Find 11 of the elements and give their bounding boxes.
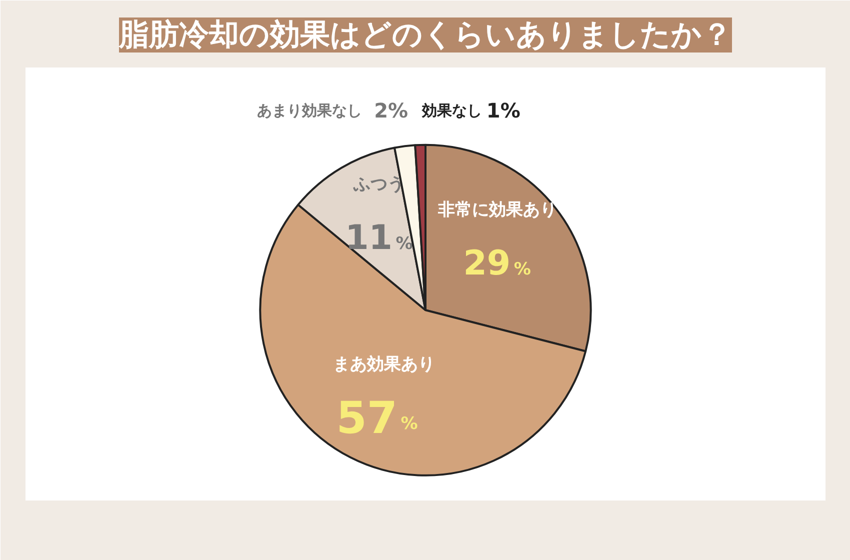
slice-label: あまり効果なし	[256, 101, 362, 120]
data-label: 29%	[463, 244, 531, 284]
data-label: 2%	[374, 98, 408, 122]
data-label: 1%	[486, 98, 520, 122]
chart-title: 脂肪冷却の効果はどのくらいありましたか？	[118, 18, 732, 52]
slice-label: まあ効果あり	[333, 354, 436, 374]
data-label: 11%	[345, 218, 413, 258]
data-label: 57%	[336, 393, 418, 444]
slice-label: 非常に効果あり	[436, 200, 557, 220]
slice-label: ふつう	[352, 174, 405, 194]
slice-label: 効果なし	[420, 101, 482, 120]
